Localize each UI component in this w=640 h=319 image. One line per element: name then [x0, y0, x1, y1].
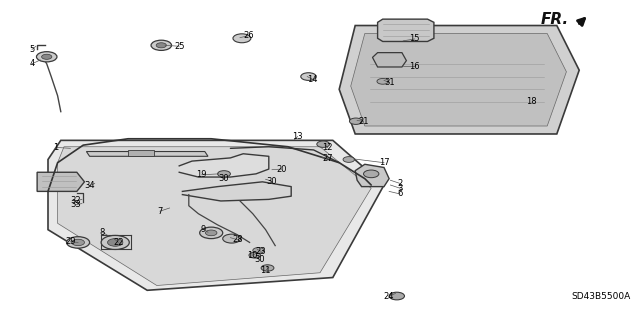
Text: 13: 13 [292, 132, 303, 141]
Text: 15: 15 [410, 34, 420, 43]
Polygon shape [355, 164, 389, 187]
Text: 33: 33 [70, 200, 81, 209]
Circle shape [261, 265, 274, 271]
Text: 23: 23 [256, 247, 266, 256]
Circle shape [301, 73, 316, 80]
Polygon shape [339, 26, 579, 134]
Text: 24: 24 [384, 292, 394, 300]
Polygon shape [351, 33, 566, 126]
Circle shape [101, 235, 129, 249]
Circle shape [205, 230, 217, 236]
Text: 16: 16 [410, 62, 420, 70]
Text: 7: 7 [157, 207, 163, 216]
Circle shape [42, 54, 52, 59]
Polygon shape [128, 150, 154, 156]
Text: 18: 18 [526, 97, 536, 106]
Text: 26: 26 [243, 31, 253, 40]
Polygon shape [378, 19, 434, 41]
Polygon shape [48, 140, 384, 290]
Text: 12: 12 [323, 143, 333, 152]
Text: 30: 30 [254, 255, 264, 263]
Circle shape [377, 78, 388, 84]
Text: 29: 29 [65, 237, 76, 246]
Circle shape [218, 171, 230, 177]
Text: 8: 8 [100, 228, 105, 237]
Circle shape [389, 292, 404, 300]
Text: 6: 6 [397, 189, 403, 198]
Text: 11: 11 [260, 266, 271, 275]
Text: 19: 19 [196, 170, 207, 179]
Text: 22: 22 [113, 238, 124, 247]
Circle shape [72, 239, 84, 246]
Text: 9: 9 [201, 225, 206, 234]
Polygon shape [182, 182, 291, 201]
Polygon shape [179, 154, 269, 177]
Circle shape [223, 234, 241, 243]
Text: 21: 21 [358, 117, 369, 126]
Text: FR.: FR. [540, 11, 568, 27]
Text: 28: 28 [233, 235, 243, 244]
Polygon shape [372, 53, 406, 67]
Text: 3: 3 [397, 184, 403, 193]
Polygon shape [58, 147, 371, 286]
Text: 10: 10 [248, 251, 258, 260]
Circle shape [343, 157, 355, 162]
Circle shape [200, 227, 223, 239]
Circle shape [249, 252, 260, 258]
Text: 5: 5 [29, 45, 35, 54]
Text: 34: 34 [84, 181, 95, 190]
Circle shape [364, 170, 379, 178]
Text: 2: 2 [397, 179, 403, 188]
Text: 30: 30 [219, 174, 229, 183]
Circle shape [233, 34, 251, 43]
Text: 25: 25 [174, 42, 184, 51]
Text: 27: 27 [323, 154, 333, 163]
Circle shape [253, 248, 264, 253]
Polygon shape [37, 172, 84, 191]
Text: 14: 14 [307, 75, 317, 84]
Circle shape [317, 141, 330, 147]
Text: 4: 4 [29, 59, 35, 68]
Circle shape [108, 239, 123, 246]
Circle shape [349, 118, 362, 124]
Text: SD43B5500A: SD43B5500A [571, 293, 630, 301]
Circle shape [151, 40, 172, 50]
Text: 1: 1 [53, 143, 58, 152]
Text: 17: 17 [379, 158, 389, 167]
Text: 31: 31 [384, 78, 394, 87]
Circle shape [156, 43, 166, 48]
Polygon shape [86, 152, 208, 156]
Circle shape [67, 237, 90, 248]
Text: 32: 32 [70, 197, 81, 205]
Text: 30: 30 [267, 177, 277, 186]
Circle shape [36, 52, 57, 62]
Text: 20: 20 [276, 165, 287, 174]
